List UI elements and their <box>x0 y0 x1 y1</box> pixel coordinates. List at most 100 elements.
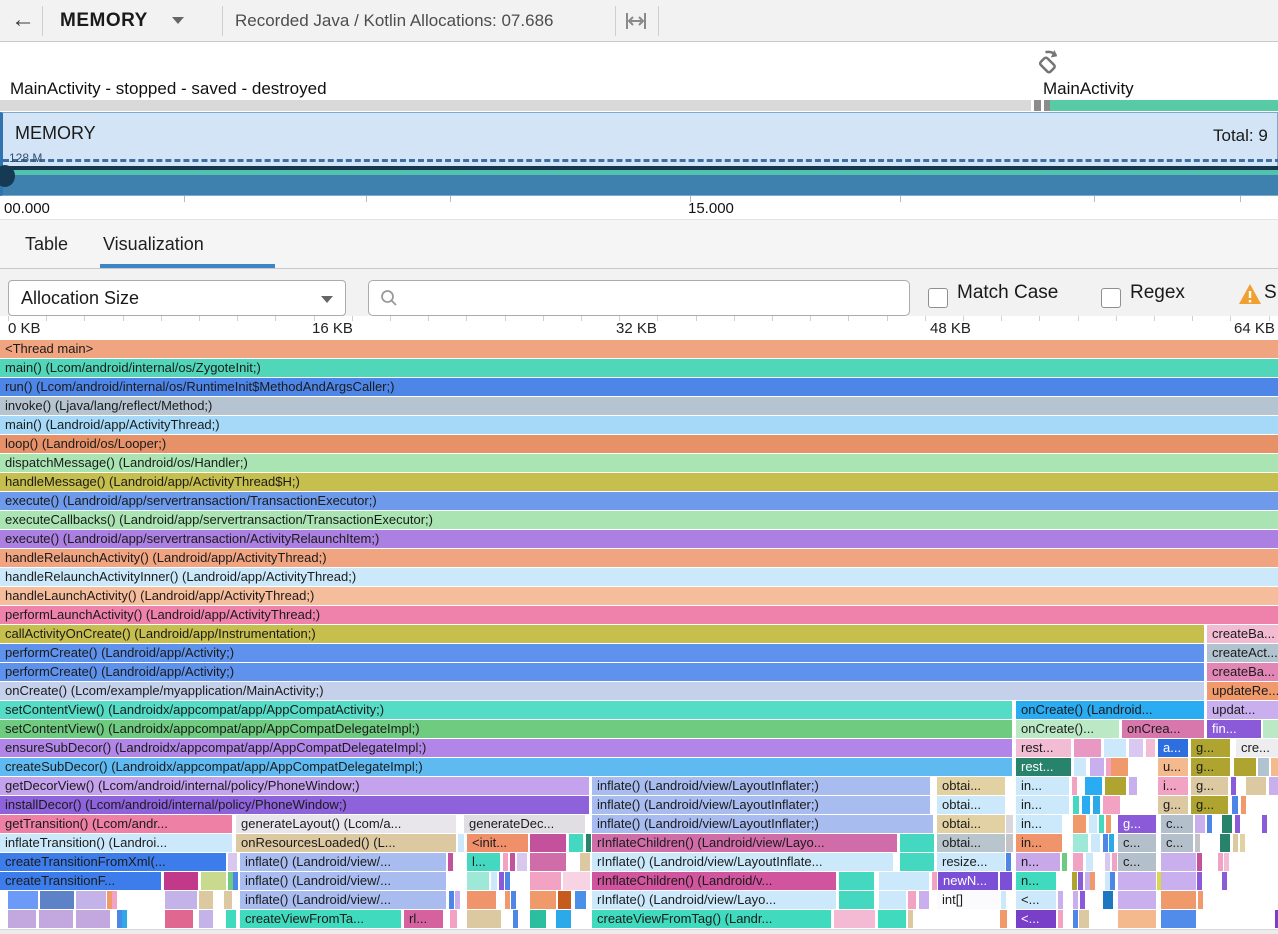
flame-block[interactable]: g... <box>1191 739 1230 757</box>
flame-block[interactable]: main() (Lcom/android/internal/os/ZygoteI… <box>0 359 1278 377</box>
flame-sliver[interactable] <box>1085 872 1090 890</box>
flame-sliver[interactable] <box>1006 815 1013 833</box>
flame-sliver[interactable] <box>1118 910 1156 928</box>
flame-block[interactable]: <init... <box>467 834 528 852</box>
flame-block[interactable]: in... <box>1016 777 1069 795</box>
flame-sliver[interactable] <box>1073 834 1088 852</box>
flame-sliver[interactable] <box>1103 796 1120 814</box>
flame-block[interactable]: c... <box>1118 853 1156 871</box>
flame-sliver[interactable] <box>908 891 916 909</box>
flame-block[interactable]: in... <box>1016 834 1062 852</box>
flame-sliver[interactable] <box>1099 815 1104 833</box>
flame-block[interactable]: loop() (Landroid/os/Looper;) <box>0 435 1278 453</box>
flame-block[interactable]: dispatchMessage() (Landroid/os/Handler;) <box>0 454 1278 472</box>
flame-sliver[interactable] <box>919 891 929 909</box>
flame-block[interactable]: c... <box>1161 834 1193 852</box>
flame-sliver[interactable] <box>1091 834 1100 852</box>
flame-sliver[interactable] <box>450 910 457 928</box>
flame-sliver[interactable] <box>117 910 122 928</box>
allocation-size-dropdown[interactable]: Allocation Size <box>8 280 346 316</box>
flame-sliver[interactable] <box>839 872 874 890</box>
flame-sliver[interactable] <box>1090 758 1104 776</box>
flame-block[interactable]: inflateTransition() (Landroi... <box>0 834 232 852</box>
zoom-to-fit-icon[interactable] <box>624 10 648 37</box>
flame-sliver[interactable] <box>505 891 510 909</box>
flame-block[interactable]: handleLaunchActivity() (Landroid/app/Act… <box>0 587 1278 605</box>
flame-block[interactable]: onCreate() (Landroid... <box>1016 701 1204 719</box>
flame-sliver[interactable] <box>1104 739 1126 757</box>
flame-block[interactable]: createTransitionF... <box>0 872 161 890</box>
memory-track[interactable]: MEMORY Total: 9 128 M <box>0 112 1278 196</box>
flame-sliver[interactable] <box>530 834 566 852</box>
flame-sliver[interactable] <box>1073 853 1083 871</box>
flame-sliver[interactable] <box>76 891 106 909</box>
flame-block[interactable]: generateDec... <box>464 815 585 833</box>
flame-block[interactable]: execute() (Landroid/app/servertransactio… <box>0 530 1278 548</box>
flame-block[interactable]: handleRelaunchActivityInner() (Landroid/… <box>0 568 1278 586</box>
flame-sliver[interactable] <box>1246 777 1266 795</box>
flame-block[interactable]: inflate() (Landroid/view/... <box>240 872 446 890</box>
flame-sliver[interactable] <box>556 910 571 928</box>
flame-sliver[interactable] <box>1129 777 1137 795</box>
flame-sliver[interactable] <box>1074 758 1086 776</box>
flame-block[interactable]: executeCallbacks() (Landroid/app/servert… <box>0 511 1278 529</box>
flame-block[interactable]: obtai... <box>937 834 1005 852</box>
flame-block[interactable]: g... <box>1118 815 1156 833</box>
flame-block[interactable]: inflate() (Landroid/view/LayoutInflater;… <box>592 796 930 814</box>
flame-block[interactable]: createAct... <box>1207 644 1278 662</box>
search-field[interactable] <box>368 280 910 316</box>
flame-block[interactable]: inflate() (Landroid/view/... <box>240 853 446 871</box>
flame-sliver[interactable] <box>1234 758 1256 776</box>
flame-sliver[interactable] <box>1006 834 1013 852</box>
flame-sliver[interactable] <box>505 872 510 890</box>
flame-sliver[interactable] <box>1078 872 1083 890</box>
flame-block[interactable]: ensureSubDecor() (Landroidx/appcompat/ap… <box>0 739 1012 757</box>
flame-sliver[interactable] <box>1106 815 1111 833</box>
flame-block[interactable]: obtai... <box>937 796 1005 814</box>
flame-block[interactable]: execute() (Landroid/app/servertransactio… <box>0 492 1278 510</box>
flame-block[interactable]: createSubDecor() (Landroidx/appcompat/ap… <box>0 758 1012 776</box>
flame-sliver[interactable] <box>569 834 583 852</box>
flame-sliver[interactable] <box>1161 891 1196 909</box>
flame-sliver[interactable] <box>1085 777 1102 795</box>
flame-sliver[interactable] <box>513 910 518 928</box>
flame-block[interactable]: rInflate() (Landroid/view/Layo... <box>592 891 836 909</box>
flame-sliver[interactable] <box>1161 910 1196 928</box>
flame-sliver[interactable] <box>164 872 198 890</box>
flame-sliver[interactable] <box>530 910 546 928</box>
flame-sliver[interactable] <box>1240 834 1245 852</box>
flame-sliver[interactable] <box>1106 758 1111 776</box>
flame-block[interactable]: installDecor() (Lcom/android/internal/po… <box>0 796 589 814</box>
flame-block[interactable]: onResourcesLoaded() (L... <box>236 834 456 852</box>
flame-sliver[interactable] <box>499 872 504 890</box>
flame-sliver[interactable] <box>1079 910 1089 928</box>
flame-block[interactable]: createViewFromTa... <box>240 910 401 928</box>
flame-block[interactable]: updateRe... <box>1207 682 1278 700</box>
flame-sliver[interactable] <box>1073 796 1079 814</box>
flame-sliver[interactable] <box>1207 815 1212 833</box>
flame-block[interactable]: c... <box>1118 834 1156 852</box>
flame-block[interactable]: getDecorView() (Lcom/android/internal/po… <box>0 777 589 795</box>
flame-sliver[interactable] <box>834 910 875 928</box>
flame-sliver[interactable] <box>1006 853 1011 871</box>
flame-sliver[interactable] <box>1058 910 1063 928</box>
flame-sliver[interactable] <box>839 891 874 909</box>
flame-sliver[interactable] <box>228 872 233 890</box>
flame-block[interactable]: l... <box>467 853 500 871</box>
flame-block[interactable]: i... <box>1158 777 1188 795</box>
flame-sliver[interactable] <box>1161 853 1196 871</box>
tab-visualization[interactable]: Visualization <box>103 234 204 254</box>
flame-sliver[interactable] <box>1058 891 1063 909</box>
flame-sliver[interactable] <box>107 891 112 909</box>
flame-block[interactable]: onCrea... <box>1122 720 1204 738</box>
flame-block[interactable]: rest... <box>1016 758 1071 776</box>
flame-sliver[interactable] <box>1082 796 1090 814</box>
flame-sliver[interactable] <box>1129 739 1143 757</box>
flame-sliver[interactable] <box>467 891 496 909</box>
flame-block[interactable]: obtai... <box>937 815 1005 833</box>
flame-sliver[interactable] <box>8 891 38 909</box>
flame-block[interactable]: g... <box>1191 777 1228 795</box>
flame-sliver[interactable] <box>1195 815 1205 833</box>
flame-block[interactable]: g... <box>1158 796 1188 814</box>
flame-sliver[interactable] <box>1222 815 1232 833</box>
